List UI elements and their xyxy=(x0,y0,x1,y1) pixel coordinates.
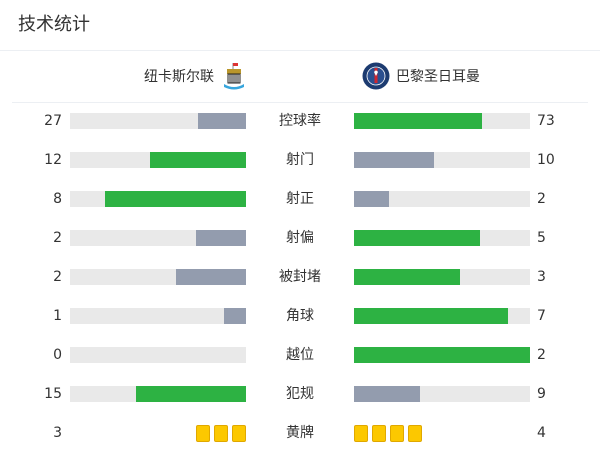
home-value: 27 xyxy=(44,113,62,129)
home-team-name: 纽卡斯尔联 xyxy=(144,69,214,85)
away-value: 4 xyxy=(537,425,546,441)
away-value: 9 xyxy=(537,386,546,402)
home-bar-fill xyxy=(150,152,246,168)
away-bar xyxy=(354,191,530,207)
stat-row: 1 角球 7 xyxy=(0,306,600,326)
home-cards xyxy=(196,425,246,442)
away-bar-fill xyxy=(354,230,480,246)
page-title: 技术统计 xyxy=(18,14,90,35)
away-cards xyxy=(354,425,422,442)
home-team[interactable]: 纽卡斯尔联 xyxy=(144,62,248,90)
stat-label: 黄牌 xyxy=(286,425,314,441)
away-bar xyxy=(354,308,530,324)
home-value: 2 xyxy=(53,230,62,246)
yellow-card-icon xyxy=(196,425,210,442)
home-bar xyxy=(70,269,246,285)
away-bar xyxy=(354,113,530,129)
home-value: 12 xyxy=(44,152,62,168)
home-value: 1 xyxy=(53,308,62,324)
home-value: 2 xyxy=(53,269,62,285)
home-bar-fill xyxy=(175,269,246,285)
away-team[interactable]: 巴黎圣日耳曼 xyxy=(362,62,480,90)
home-bar xyxy=(70,152,246,168)
stat-row: 2 被封堵 3 xyxy=(0,267,600,287)
away-value: 3 xyxy=(537,269,546,285)
home-value: 15 xyxy=(44,386,62,402)
away-bar-fill xyxy=(354,386,420,402)
home-bar xyxy=(70,386,246,402)
home-bar-fill xyxy=(198,113,246,129)
yellow-cards-row: 3 黄牌 4 xyxy=(0,423,600,443)
home-bar xyxy=(70,230,246,246)
away-value: 5 xyxy=(537,230,546,246)
stat-row: 8 射正 2 xyxy=(0,189,600,209)
home-bar-fill xyxy=(105,191,246,207)
stat-label: 射门 xyxy=(286,152,314,168)
yellow-card-icon xyxy=(232,425,246,442)
psg-crest-icon xyxy=(362,62,390,90)
away-team-name: 巴黎圣日耳曼 xyxy=(396,69,480,85)
away-bar xyxy=(354,269,530,285)
home-bar-fill xyxy=(195,230,246,246)
home-bar xyxy=(70,113,246,129)
home-bar-fill xyxy=(224,308,246,324)
stat-label: 越位 xyxy=(286,347,314,363)
home-bar xyxy=(70,191,246,207)
stat-label: 犯规 xyxy=(286,386,314,402)
home-bar-fill xyxy=(136,386,246,402)
away-bar-fill xyxy=(354,269,460,285)
away-value: 2 xyxy=(537,347,546,363)
away-value: 73 xyxy=(537,113,555,129)
away-bar-fill xyxy=(354,152,434,168)
away-value: 10 xyxy=(537,152,555,168)
stat-label: 控球率 xyxy=(279,113,321,129)
away-bar-fill xyxy=(354,113,483,129)
away-bar xyxy=(354,386,530,402)
home-value: 0 xyxy=(53,347,62,363)
away-bar xyxy=(354,152,530,168)
away-bar-fill xyxy=(354,308,508,324)
home-bar xyxy=(70,308,246,324)
stat-row: 2 射偏 5 xyxy=(0,228,600,248)
away-bar xyxy=(354,230,530,246)
newcastle-crest-icon xyxy=(224,63,244,90)
stat-label: 射正 xyxy=(286,191,314,207)
yellow-card-icon xyxy=(390,425,404,442)
divider xyxy=(12,102,588,103)
yellow-card-icon xyxy=(372,425,386,442)
stat-label: 射偏 xyxy=(286,230,314,246)
stat-label: 被封堵 xyxy=(279,269,321,285)
stat-row: 0 越位 2 xyxy=(0,345,600,365)
away-bar-fill xyxy=(354,191,390,207)
away-bar-fill xyxy=(354,347,530,363)
home-bar xyxy=(70,347,246,363)
stat-label: 角球 xyxy=(286,308,314,324)
home-value: 3 xyxy=(53,425,62,441)
stat-row: 12 射门 10 xyxy=(0,150,600,170)
away-value: 2 xyxy=(537,191,546,207)
yellow-card-icon xyxy=(214,425,228,442)
away-value: 7 xyxy=(537,308,546,324)
divider xyxy=(0,50,600,51)
stat-row: 27 控球率 73 xyxy=(0,111,600,131)
yellow-card-icon xyxy=(408,425,422,442)
home-value: 8 xyxy=(53,191,62,207)
away-bar xyxy=(354,347,530,363)
stat-row: 15 犯规 9 xyxy=(0,384,600,404)
yellow-card-icon xyxy=(354,425,368,442)
